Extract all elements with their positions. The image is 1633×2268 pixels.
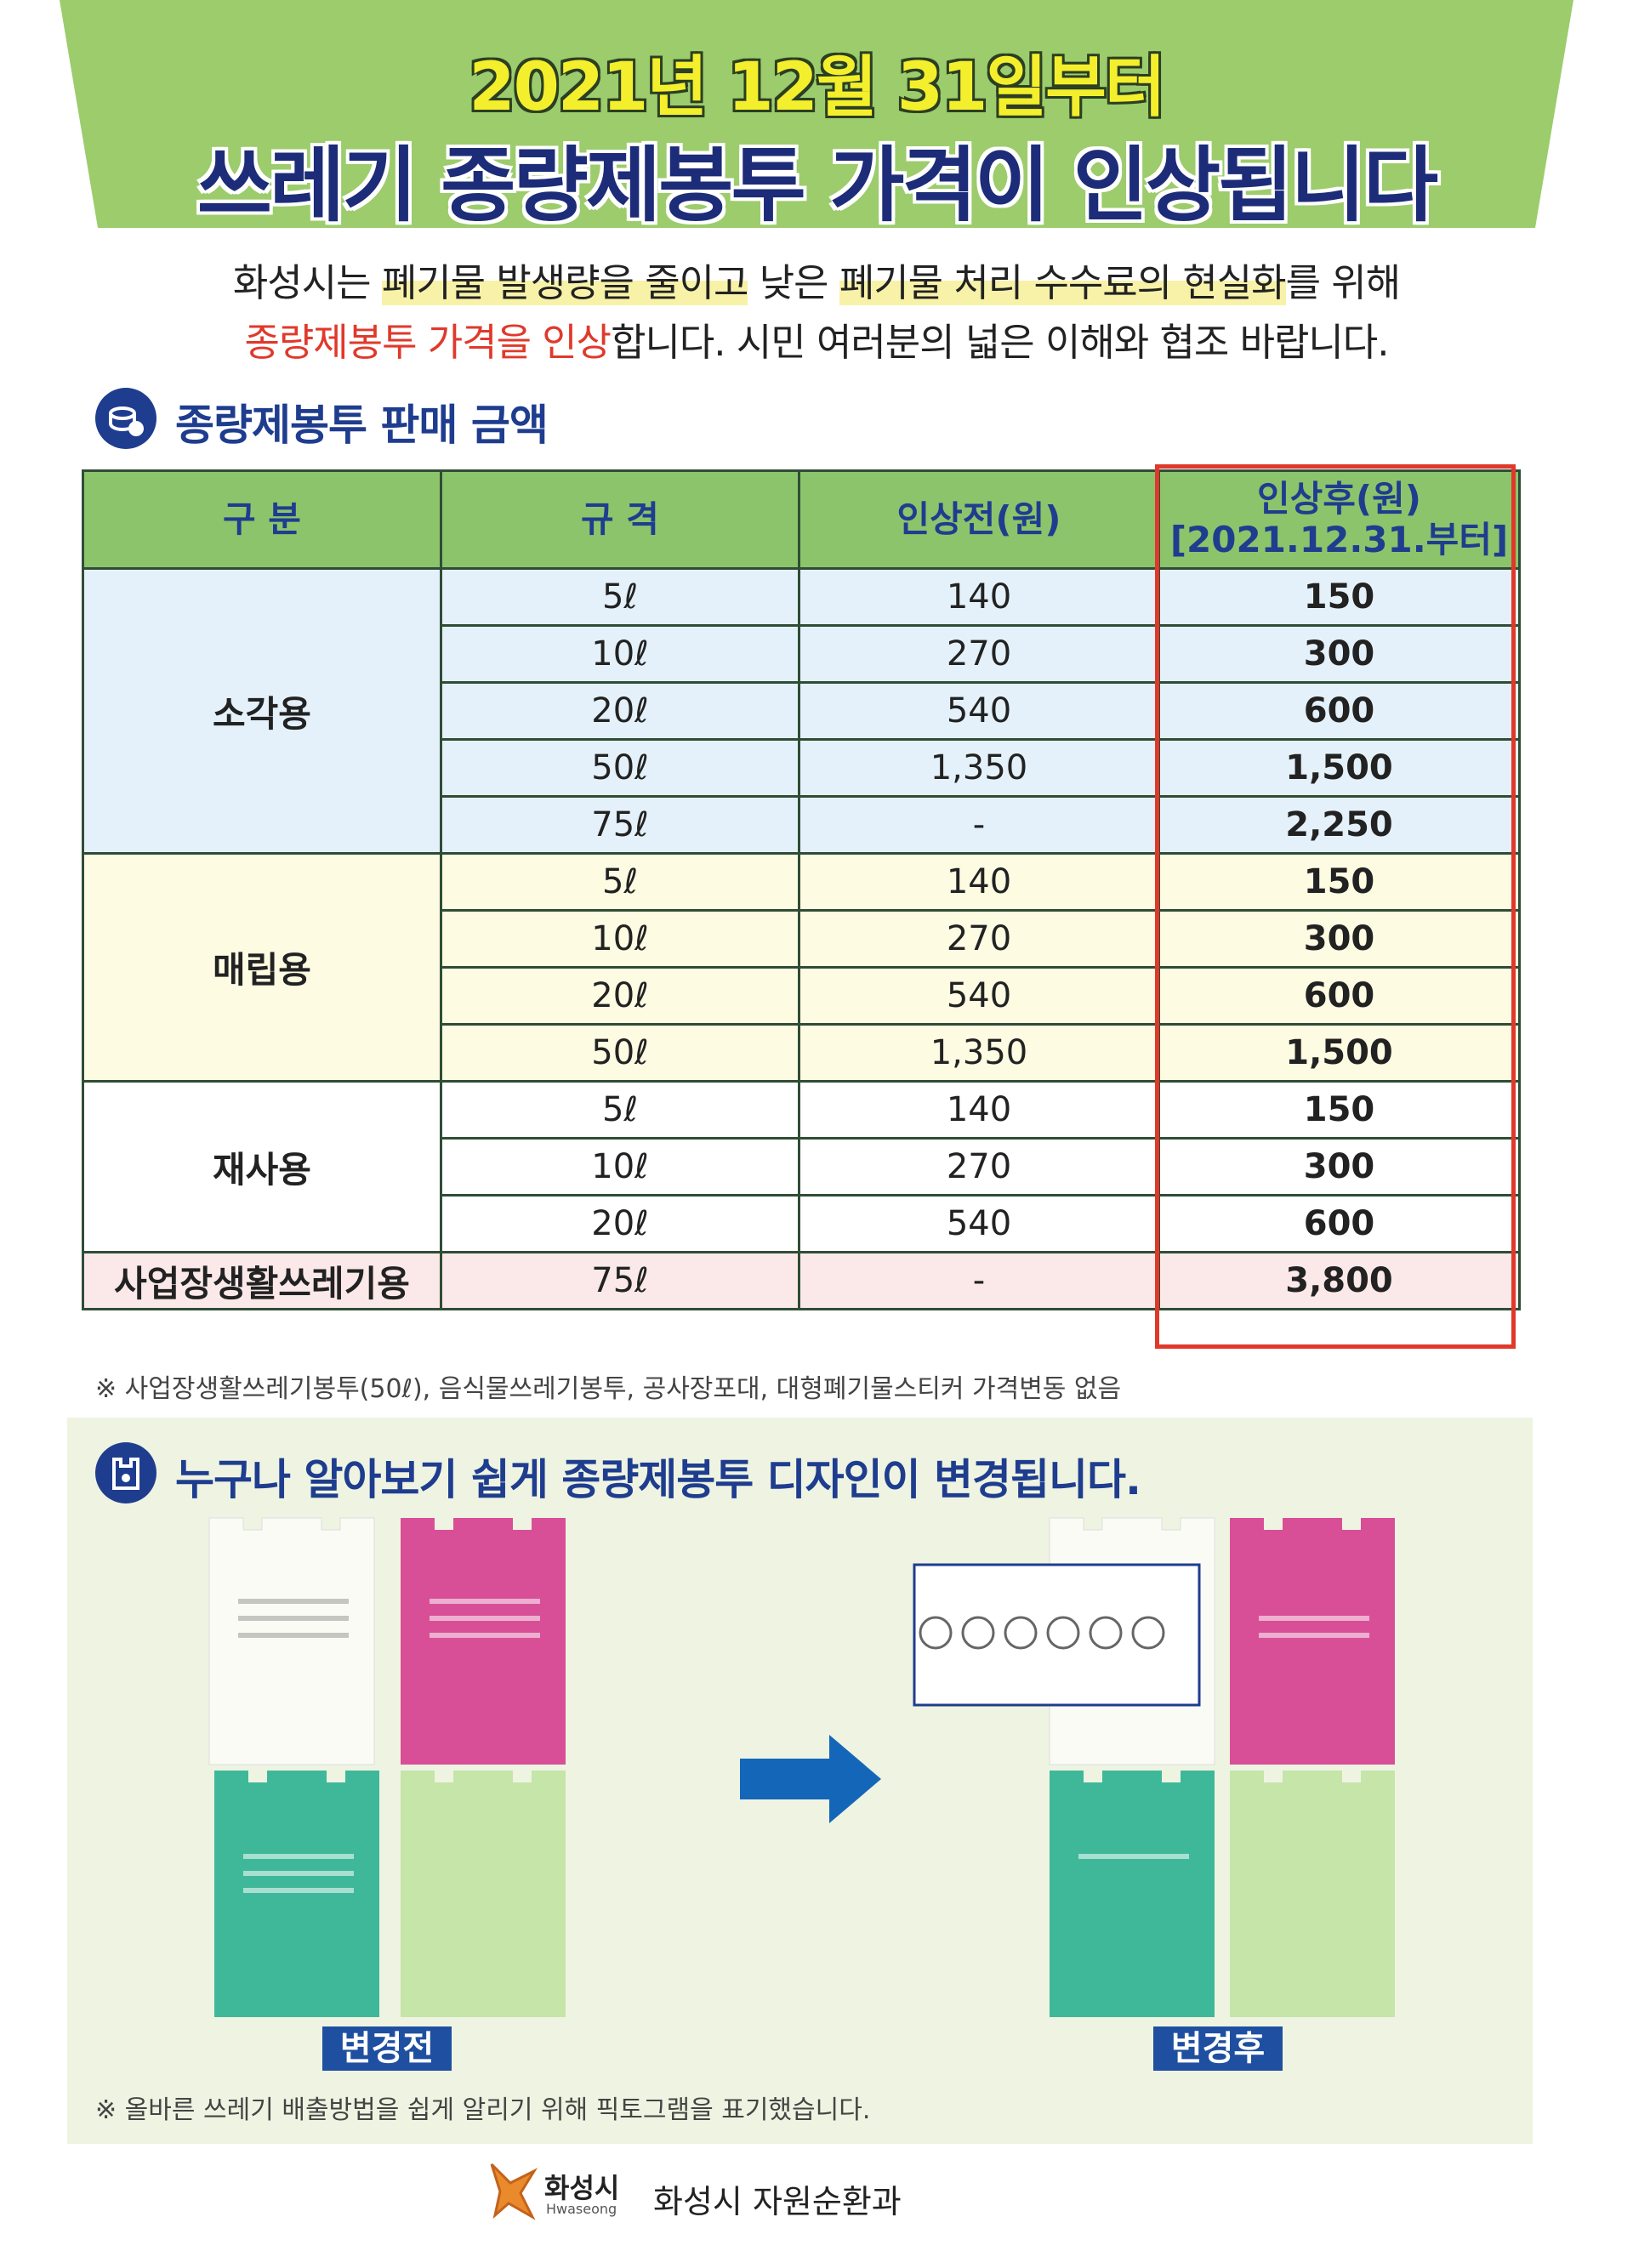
- coin-glyph: [109, 406, 144, 436]
- table-row: 재사용 5ℓ 140 150: [82, 1080, 1521, 1253]
- table-row: 소각용 5ℓ 140 150: [82, 567, 1521, 855]
- table-cell: 300: [1158, 1137, 1521, 1197]
- table-cell: -: [798, 1251, 1160, 1310]
- date-heading: 2021년 12월 31일부터: [469, 49, 1165, 126]
- header-band: [60, 0, 1573, 228]
- table-cell: 3,800: [1158, 1251, 1521, 1310]
- header-text: 규 격: [581, 497, 659, 540]
- header-background: [60, 0, 1573, 228]
- section-title: 종량제봉투 판매 금액: [175, 401, 549, 450]
- table-row: 10ℓ 270 300: [83, 1137, 1521, 1197]
- design-section: [67, 1418, 1533, 2144]
- table-cell: 140: [798, 1080, 1160, 1140]
- table-row: 매립용 5ℓ 140 150: [82, 852, 1521, 1083]
- table-cell: 5ℓ: [440, 852, 800, 912]
- table-cell: 1,350: [798, 1023, 1160, 1083]
- group-cell: 소각용: [82, 567, 442, 855]
- header-subtext: [2021.12.31.부터]: [1169, 519, 1509, 560]
- header-text: 구 분: [223, 497, 301, 540]
- table-cell: 270: [798, 1137, 1160, 1197]
- footer-logo-mark: [490, 2163, 538, 2220]
- table-cell: 75ℓ: [440, 795, 800, 855]
- table-cell: 10ℓ: [440, 909, 800, 969]
- table-cell: 600: [1158, 966, 1521, 1026]
- table-cell: 150: [1158, 1080, 1521, 1140]
- group-cell: 재사용: [82, 1080, 442, 1253]
- table-cell: 5ℓ: [440, 1080, 800, 1140]
- table-cell: 140: [798, 852, 1160, 912]
- section-title: 누구나 알아보기 쉽게 종량제봉투 디자인이 변경됩니다.: [175, 1455, 1141, 1504]
- table-cell: 1,500: [1158, 1023, 1521, 1083]
- group-cell: 매립용: [82, 852, 442, 1083]
- table-cell: 1,350: [798, 738, 1160, 798]
- table-cell: 2,250: [1158, 795, 1521, 855]
- table-cell: 20ℓ: [440, 966, 800, 1026]
- footer-department: 화성시 자원순환과: [653, 2183, 902, 2220]
- intro-line: 종량제봉투 가격을 인상합니다. 시민 여러분의 넓은 이해와 협조 바랍니다.: [0, 311, 1633, 367]
- intro-segment: 종량제봉투 가격을 인상: [244, 320, 612, 365]
- intro-segment: 폐기물 발생량을 줄이고: [381, 260, 748, 305]
- table-cell: 300: [1158, 624, 1521, 684]
- footer-logo-en: Hwaseong: [546, 2201, 617, 2217]
- table-cell: 50ℓ: [440, 738, 800, 798]
- highlight-box: [1155, 464, 1516, 1349]
- intro-segment: 를 위해: [1285, 260, 1402, 305]
- table-cell: 50ℓ: [440, 1023, 800, 1083]
- intro-line: 화성시는 폐기물 발생량을 줄이고 낮은 폐기물 처리 수수료의 현실화를 위해: [0, 252, 1633, 307]
- table-cell: 600: [1158, 1194, 1521, 1253]
- table-cell: 540: [798, 1194, 1160, 1253]
- header-cell: 인상전(원): [798, 469, 1160, 570]
- intro-segment: 합니다. 시민 여러분의 넓은 이해와 협조 바랍니다.: [611, 320, 1389, 365]
- table-cell: 600: [1158, 681, 1521, 741]
- header-row: 구 분 규 격 인상전(원) 인상후(원) [2021.12.31.부터]: [82, 469, 1521, 570]
- table-row: 사업장생활쓰레기용 75ℓ -3,800: [82, 1251, 1521, 1310]
- table-cell: 20ℓ: [440, 1194, 800, 1253]
- table-cell: 10ℓ: [440, 1137, 800, 1197]
- footer-logo: 화성시: [544, 2172, 620, 2204]
- intro-segment: 화성시는: [232, 260, 382, 305]
- table-cell: 150: [1158, 852, 1521, 912]
- price-note: ※ 사업장생활쓰레기봉투(50ℓ), 음식물쓰레기봉투, 공사장포대, 대형폐기…: [95, 1374, 1122, 1404]
- table-cell: 270: [798, 909, 1160, 969]
- after-label: 변경후: [1153, 2026, 1283, 2071]
- design-note: ※ 올바른 쓰레기 배출방법을 쉽게 알리기 위해 픽토그램을 표기했습니다.: [95, 2095, 871, 2125]
- table-cell: 5ℓ: [440, 567, 800, 627]
- table-cell: 270: [798, 624, 1160, 684]
- header-cell: 규 격: [440, 469, 800, 570]
- before-label: 변경전: [322, 2026, 452, 2071]
- header-text: 인상전(원): [896, 497, 1061, 540]
- table-cell: 1,500: [1158, 738, 1521, 798]
- table-cell: 150: [1158, 567, 1521, 627]
- table-cell: 140: [798, 567, 1160, 627]
- table-cell: -: [798, 795, 1160, 855]
- table-cell: 300: [1158, 909, 1521, 969]
- group-cell: 사업장생활쓰레기용: [82, 1251, 442, 1310]
- intro-segment: 폐기물 처리 수수료의 현실화: [839, 260, 1287, 305]
- table-cell: 540: [798, 966, 1160, 1026]
- header-cell: 인상후(원) [2021.12.31.부터]: [1158, 469, 1521, 570]
- table-cell: 75ℓ: [440, 1251, 800, 1310]
- header-text: 인상후(원): [1257, 477, 1421, 520]
- bag-icon: [95, 1442, 156, 1503]
- table-cell: 20ℓ: [440, 681, 800, 741]
- bag-glyph: [112, 1458, 139, 1490]
- coin-icon: [95, 388, 156, 449]
- main-title: 쓰레기 종량제봉투 가격이 인상됩니다: [196, 138, 1438, 233]
- intro-segment: 낮은: [748, 260, 839, 305]
- header-cell: 구 분: [82, 469, 442, 570]
- table-cell: 10ℓ: [440, 624, 800, 684]
- table-cell: 540: [798, 681, 1160, 741]
